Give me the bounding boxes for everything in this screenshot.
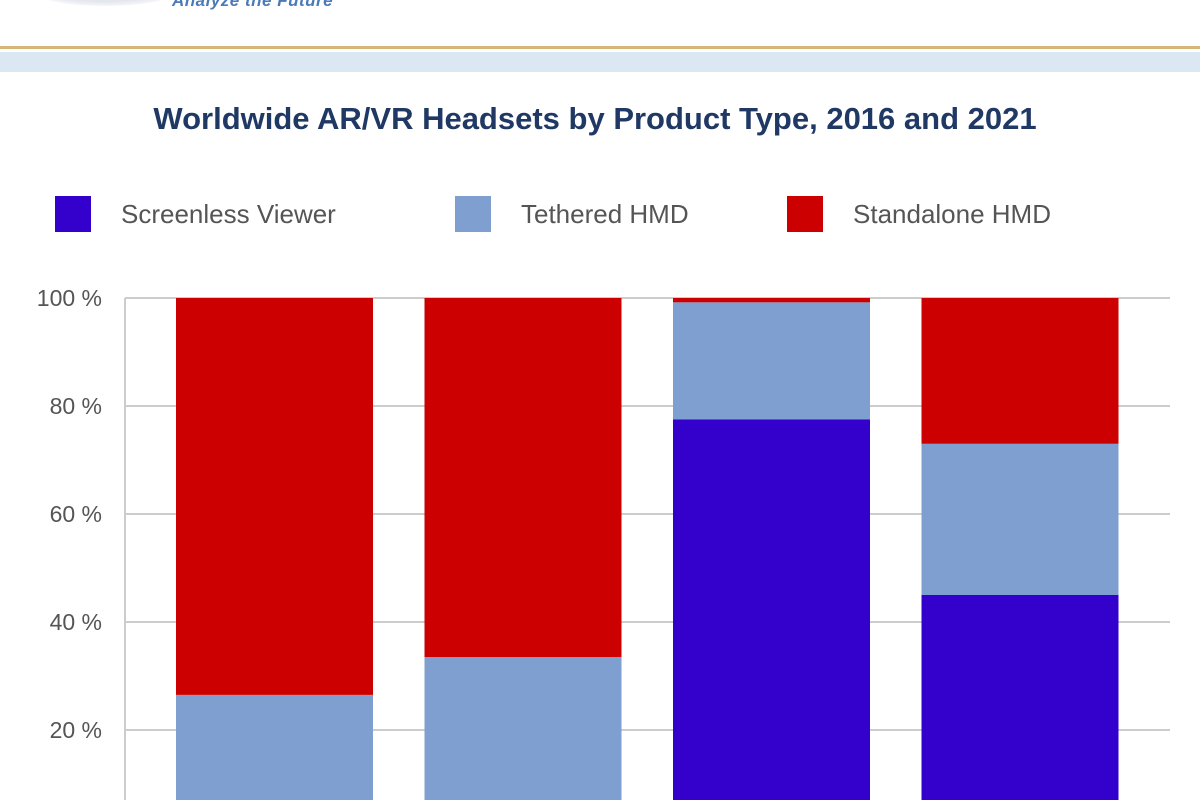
- legend-swatch-screenless: [55, 196, 91, 232]
- legend-swatch-standalone: [787, 196, 823, 232]
- brand-header: Analyze the Future: [0, 0, 1200, 46]
- bar-segment-tethered-hmd[interactable]: [673, 302, 870, 420]
- legend-label-standalone: Standalone HMD: [853, 198, 1051, 229]
- bar-segment-standalone-hmd[interactable]: [921, 298, 1119, 444]
- logo-swoosh-icon: [30, 0, 180, 6]
- legend-swatch-tethered: [455, 196, 491, 232]
- legend-item-screenless-viewer[interactable]: Screenless Viewer: [55, 196, 336, 232]
- y-tick-label: 40 %: [50, 609, 102, 635]
- chart-title: Worldwide AR/VR Headsets by Product Type…: [153, 101, 1037, 136]
- legend-label-screenless: Screenless Viewer: [121, 198, 336, 229]
- y-tick-label: 100 %: [37, 285, 102, 311]
- header-band: [0, 52, 1200, 72]
- legend-label-tethered: Tethered HMD: [521, 198, 689, 229]
- y-tick-label: 60 %: [50, 501, 102, 527]
- legend-item-tethered-hmd[interactable]: Tethered HMD: [455, 196, 689, 232]
- bar-segment-tethered-hmd[interactable]: [424, 657, 622, 800]
- y-tick-label: 20 %: [50, 717, 102, 743]
- y-tick-label: 80 %: [50, 393, 102, 419]
- bar-segment-tethered-hmd[interactable]: [176, 694, 373, 800]
- legend-item-standalone-hmd[interactable]: Standalone HMD: [787, 196, 1051, 232]
- bar-segment-screenless-viewer[interactable]: [673, 419, 870, 800]
- bar-segment-tethered-hmd[interactable]: [921, 443, 1119, 595]
- header-divider: [0, 46, 1200, 49]
- bar-segment-standalone-hmd[interactable]: [673, 298, 870, 303]
- bar-segment-standalone-hmd[interactable]: [424, 298, 622, 658]
- bar-segment-screenless-viewer[interactable]: [921, 595, 1119, 800]
- brand-tagline: Analyze the Future: [172, 0, 334, 10]
- bar-segment-standalone-hmd[interactable]: [176, 298, 373, 695]
